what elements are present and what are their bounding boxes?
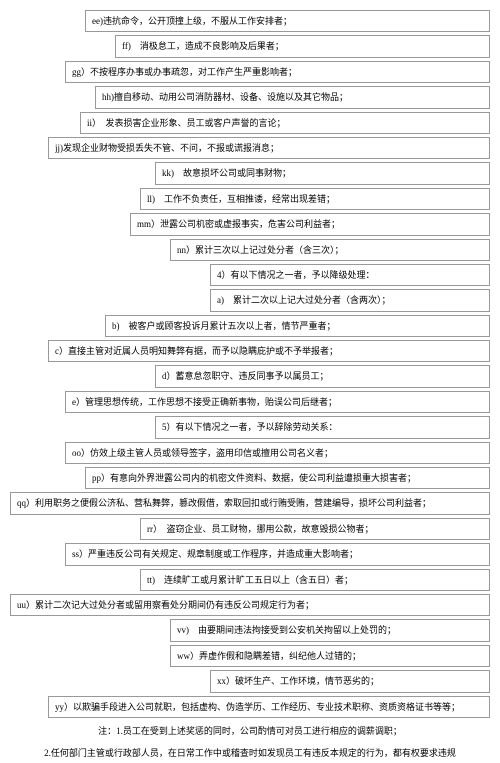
- list-item: ll) 工作不负责任，互相推诿，经常出现差错；: [140, 188, 490, 210]
- list-item: qq）利用职务之便假公济私、营私舞弊，篡改假借，索取回扣或行贿受贿，营建编导，损…: [10, 492, 490, 514]
- item-text: gg）不按程序办事或办事疏忽，对工作产生严重影响者；: [72, 65, 297, 79]
- list-item: kk) 故意损坏公司或同事财物；: [155, 162, 490, 184]
- list-item: rr） 盗窃企业、员工财物，挪用公款，故意毁损公物者；: [140, 518, 490, 540]
- list-item: ee)违抗命令，公开顶撞上级，不服从工作安排者；: [85, 10, 490, 32]
- item-text: xx）破坏生产、工作环境，情节恶劣的；: [217, 674, 379, 688]
- list-item: d）蓄意怠忽职守、违反同事予以属员工；: [155, 365, 490, 387]
- list-item: 5）有以下情况之一者，予以辞除劳动关系：: [155, 416, 490, 438]
- list-item: ii） 发表损害企业形象、员工或客户声誉的言论；: [80, 112, 490, 134]
- item-text: ee)违抗命令，公开顶撞上级，不服从工作安排者；: [92, 14, 292, 28]
- note: 注：1.员工在受到上述奖惩的同时，公司酌情可对员工进行相应的调薪调职；: [10, 722, 490, 740]
- list-item: vv) 由要期间违法拘接受到公安机关拘留以上处罚的；: [170, 619, 490, 641]
- item-text: pp）有意向外界泄露公司内的机密文件资料、数据，使公司利益遭损重大损害者；: [92, 471, 416, 485]
- list-item: gg）不按程序办事或办事疏忽，对工作产生严重影响者；: [65, 61, 490, 83]
- item-text: b) 被客户或顾客投诉月累计五次以上者，情节严重者；: [112, 319, 336, 333]
- item-text: nn）累计三次以上记过处分者（含三次）；: [177, 243, 344, 257]
- item-text: kk) 故意损坏公司或同事财物；: [162, 166, 291, 180]
- list-item: xx）破坏生产、工作环境，情节恶劣的；: [210, 670, 490, 692]
- item-text: tt) 连续旷工或月累计旷工五日以上（含五日）者；: [147, 573, 353, 587]
- item-text: uu）累计二次记大过处分者或留用察看处分期间仍有违反公司规定行为者；: [17, 598, 314, 612]
- item-text: qq）利用职务之便假公济私、营私舞弊，篡改假借，索取回扣或行贿受贿，营建编导，损…: [17, 496, 431, 510]
- item-text: 4）有以下情况之一者，予以降级处理：: [217, 268, 375, 282]
- item-text: e）管理思想传统，工作思想不接受正确新事物，贻误公司后继者；: [72, 395, 337, 409]
- item-text: c）直接主管对近属人员明知舞弊有据，而予以隐瞒庇护或不予举报者；: [55, 344, 338, 358]
- list-item: ff) 消极怠工，造成不良影响及后果者；: [115, 35, 490, 57]
- list-item: pp）有意向外界泄露公司内的机密文件资料、数据，使公司利益遭损重大损害者；: [85, 467, 490, 489]
- item-text: oo）仿效上级主管人员或领导签字，盗用印信或擅用公司名义者；: [72, 446, 333, 460]
- item-text: a) 累计二次以上记大过处分者（含两次）；: [217, 293, 391, 307]
- list-item: jj)发现企业财物受损丢失不管、不问，不报或谎报消息；: [48, 137, 490, 159]
- item-text: ss）严重违反公司有关规定、规章制度或工作程序，并造成重大影响者；: [72, 547, 358, 561]
- list-item: oo）仿效上级主管人员或领导签字，盗用印信或擅用公司名义者；: [65, 442, 490, 464]
- list-item: ww）弄虚作假和隐瞒差错，纠纪他人过错的；: [170, 645, 490, 667]
- list-item: uu）累计二次记大过处分者或留用察看处分期间仍有违反公司规定行为者；: [10, 594, 490, 616]
- list-item: hh)擅自移动、动用公司消防器材、设备、设施以及其它物品；: [95, 86, 490, 108]
- list-item: ss）严重违反公司有关规定、规章制度或工作程序，并造成重大影响者；: [65, 543, 490, 565]
- list-item: b) 被客户或顾客投诉月累计五次以上者，情节严重者；: [105, 315, 490, 337]
- list-item: e）管理思想传统，工作思想不接受正确新事物，贻误公司后继者；: [65, 391, 490, 413]
- list-item: mm）泄露公司机密或虚报事实，危害公司利益者；: [130, 213, 490, 235]
- list-item: c）直接主管对近属人员明知舞弊有据，而予以隐瞒庇护或不予举报者；: [48, 340, 490, 362]
- item-text: mm）泄露公司机密或虚报事实，危害公司利益者；: [137, 217, 340, 231]
- list-item: 4）有以下情况之一者，予以降级处理：: [210, 264, 490, 286]
- item-text: vv) 由要期间违法拘接受到公安机关拘留以上处罚的；: [177, 623, 396, 637]
- item-text: jj)发现企业财物受损丢失不管、不问，不报或谎报消息；: [55, 141, 279, 155]
- item-text: hh)擅自移动、动用公司消防器材、设备、设施以及其它物品；: [102, 90, 348, 104]
- item-text: d）蓄意怠忽职守、违反同事予以属员工；: [162, 369, 329, 383]
- item-text: 5）有以下情况之一者，予以辞除劳动关系：: [162, 420, 338, 434]
- note: 2.任何部门主管或行政部人员，在日常工作中或稽查时如发现员工有违反本规定的行为，…: [10, 744, 490, 762]
- item-text: ii） 发表损害企业形象、员工或客户声誉的言论；: [87, 116, 286, 130]
- list-item: tt) 连续旷工或月累计旷工五日以上（含五日）者；: [140, 569, 490, 591]
- item-text: ff) 消极怠工，造成不良影响及后果者；: [122, 39, 284, 53]
- item-text: rr） 盗窃企业、员工财物，挪用公款，故意毁损公物者；: [147, 522, 374, 536]
- list-item: a) 累计二次以上记大过处分者（含两次）；: [210, 289, 490, 311]
- item-text: ll) 工作不负责任，互相推诿，经常出现差错；: [147, 192, 335, 206]
- list-item: nn）累计三次以上记过处分者（含三次）；: [170, 239, 490, 261]
- item-text: ww）弄虚作假和隐瞒差错，纠纪他人过错的；: [177, 649, 361, 663]
- document-list: ee)违抗命令，公开顶撞上级，不服从工作安排者； ff) 消极怠工，造成不良影响及…: [10, 10, 490, 763]
